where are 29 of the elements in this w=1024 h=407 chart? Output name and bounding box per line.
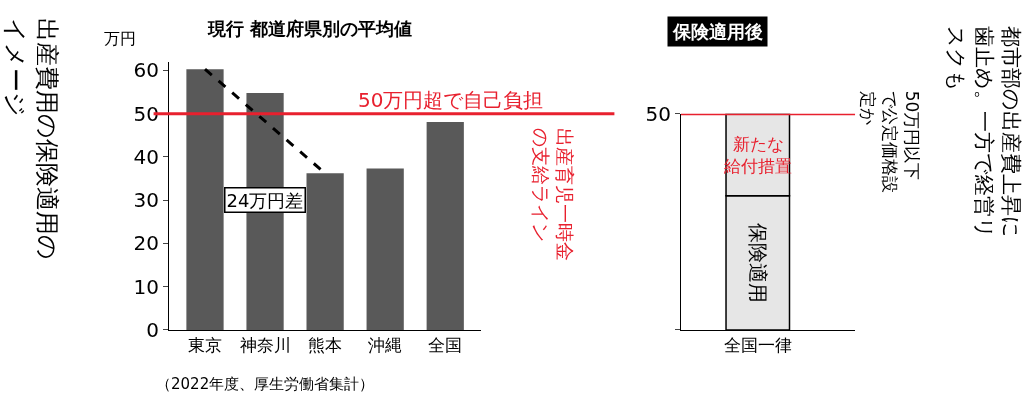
- x-tick-label: 全国一律: [723, 335, 792, 356]
- y-tick-label: 60: [133, 58, 159, 83]
- x-tick-label: 沖縄: [368, 335, 403, 356]
- y-tick-label: 40: [133, 144, 159, 169]
- bar: [366, 168, 404, 330]
- text: 出産育児一時金の支給ライン: [529, 128, 577, 262]
- text: 都市部の出産費上昇に歯止め。一方で経営リスクも: [944, 25, 1024, 239]
- bar: [306, 173, 344, 330]
- y-tick-label: 50: [645, 101, 671, 126]
- ref-line-label: 50万円超で自己負担: [358, 88, 544, 112]
- series-label: 保険適用: [745, 222, 770, 303]
- text: 50万円以下で公定価格設定か: [858, 90, 923, 193]
- text: 出産費用の保険適用のイメージ: [1, 18, 61, 261]
- chart-title: 保険適用後: [672, 21, 763, 42]
- x-tick-label: 神奈川: [239, 335, 291, 356]
- bar: [426, 121, 464, 330]
- chart-subtitle: 現行 都道府県別の平均値: [207, 18, 413, 39]
- annotation: 24万円差: [226, 189, 304, 211]
- y-axis-title: 万円: [104, 29, 136, 48]
- x-tick-label: 東京: [188, 335, 222, 356]
- y-tick-label: 20: [133, 231, 159, 256]
- text: （2022年度、厚生労働省集計）: [156, 375, 375, 393]
- y-tick-label: 10: [133, 274, 159, 299]
- x-tick-label: 熊本: [308, 335, 343, 356]
- y-tick-label: 0: [146, 317, 159, 342]
- y-tick-label: 30: [133, 188, 159, 213]
- bar: [186, 69, 224, 330]
- y-tick-label: 50: [133, 101, 159, 126]
- x-tick-label: 全国: [428, 335, 463, 356]
